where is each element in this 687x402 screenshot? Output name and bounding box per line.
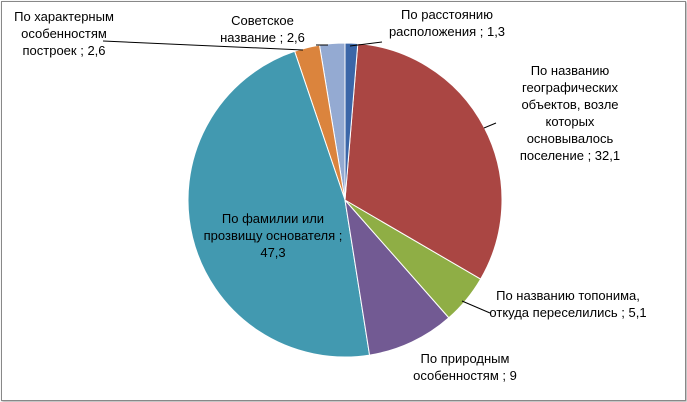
label-separator: ; xyxy=(583,148,595,163)
label-category: По расстоянию расположения xyxy=(388,7,493,39)
label-category: По характерным особенностям построек xyxy=(14,9,114,58)
label-value: 1,3 xyxy=(486,24,506,39)
label-value: 5,1 xyxy=(628,305,647,320)
pie-slice xyxy=(344,198,450,356)
data-label: По названию географических объектов, воз… xyxy=(505,62,635,164)
label-separator: ; xyxy=(476,24,487,39)
label-category: По названию топонима, откуда переселилис… xyxy=(489,288,640,320)
leader-line xyxy=(102,40,304,51)
pie-slice xyxy=(344,42,359,201)
data-label: Советское название ; 2,6 xyxy=(205,12,320,46)
label-category: По названию географических объектов, воз… xyxy=(519,63,619,163)
leader-line xyxy=(349,41,383,47)
label-separator: ; xyxy=(498,368,510,383)
label-category: По природным особенностям xyxy=(413,351,510,383)
label-separator: ; xyxy=(76,43,88,58)
label-value: 2,6 xyxy=(87,43,106,58)
data-label: По фамилии или прозвищу основателя ; 47,… xyxy=(198,210,348,261)
label-separator: ; xyxy=(335,228,343,243)
data-label: По названию топонима, откуда переселилис… xyxy=(488,287,648,321)
label-separator: ; xyxy=(617,305,629,320)
leader-line xyxy=(483,122,497,129)
data-label: По расстоянию расположения ; 1,3 xyxy=(372,6,522,40)
data-label: По природным особенностям ; 9 xyxy=(390,350,540,384)
label-value: 47,3 xyxy=(260,245,286,260)
label-value: 2,6 xyxy=(286,30,305,45)
label-value: 9 xyxy=(509,368,517,383)
data-label: По характерным особенностям построек ; 2… xyxy=(4,8,124,59)
leader-line xyxy=(461,300,491,314)
label-category: Советское название xyxy=(220,13,294,45)
label-value: 32,1 xyxy=(594,148,621,163)
pie-slice xyxy=(187,50,371,358)
label-separator: ; xyxy=(275,30,287,45)
label-category: По фамилии или прозвищу основателя xyxy=(203,211,336,243)
